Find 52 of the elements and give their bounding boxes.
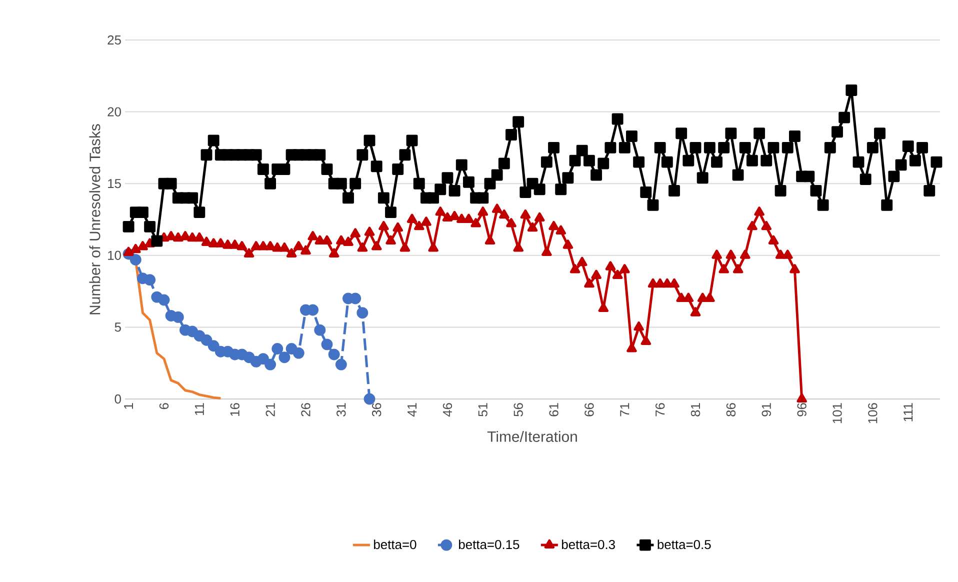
x-tick-label: 66 (584, 403, 594, 416)
point (314, 324, 326, 336)
y-tick-label: 5 (114, 322, 121, 332)
x-tick-label: 106 (868, 403, 878, 424)
x-axis-title: Time/Iteration (487, 430, 577, 442)
x-tick-label: 111 (904, 403, 913, 422)
x-tick-label: 101 (832, 403, 842, 424)
x-tick-label: 31 (336, 403, 346, 416)
point (200, 334, 212, 346)
x-tick-label: 61 (549, 403, 558, 416)
point (321, 338, 333, 350)
point (335, 358, 347, 370)
x-tick-label: 46 (442, 403, 452, 417)
point (130, 254, 142, 266)
point (264, 358, 276, 370)
y-tick-label: 15 (108, 179, 121, 188)
legend-label: betta=0 (374, 540, 416, 550)
y-axis-title: Number of Unresolved Tasks (89, 124, 100, 314)
x-tick-label: 76 (655, 403, 665, 416)
x-tick-label: 86 (726, 403, 736, 416)
x-tick-label: 81 (690, 403, 700, 416)
point (356, 307, 368, 319)
point (172, 311, 184, 323)
point (257, 353, 269, 365)
legend-label: betta=0.3 (562, 540, 615, 550)
x-tick-label: 51 (478, 403, 488, 416)
point (144, 274, 156, 286)
point (292, 347, 304, 359)
x-tick-label: 6 (159, 403, 169, 410)
x-tick-label: 21 (266, 403, 275, 416)
x-tick-label: 26 (301, 403, 310, 416)
y-tick-label: 20 (108, 107, 121, 116)
x-tick-label: 71 (620, 403, 630, 416)
x-tick-label: 91 (762, 403, 771, 416)
x-tick-label: 11 (194, 403, 204, 415)
legend-label: betta=0.15 (459, 540, 520, 550)
point (278, 352, 290, 364)
point (328, 348, 340, 360)
x-tick-label: 56 (514, 403, 523, 416)
y-tick-label: 25 (108, 35, 121, 45)
point (158, 294, 170, 306)
x-tick-label: 16 (230, 403, 240, 416)
point (272, 343, 284, 354)
legend-label: betta=0.5 (658, 540, 711, 550)
point (364, 393, 376, 405)
y-tick-label: 0 (114, 394, 121, 404)
x-tick-label: 96 (797, 403, 806, 416)
point (208, 340, 220, 352)
x-tick-label: 1 (124, 403, 133, 409)
x-tick-label: 36 (372, 403, 382, 416)
y-tick-label: 10 (108, 250, 121, 260)
x-tick-label: 41 (408, 403, 416, 417)
